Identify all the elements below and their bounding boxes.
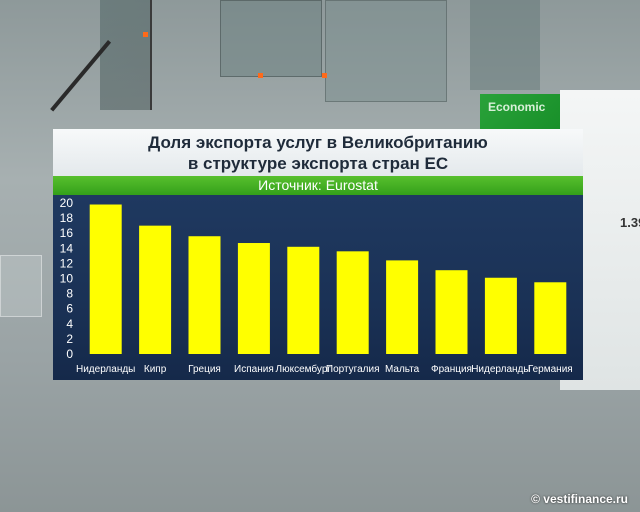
backdrop-light (258, 73, 263, 78)
y-tick-label: 8 (66, 287, 73, 301)
x-tick-label: Германия (528, 364, 573, 375)
backdrop-screen-number: 1.39 (620, 215, 640, 230)
backdrop-glass-panel (470, 0, 540, 90)
y-tick-label: 4 (66, 317, 73, 331)
chart-plot-area: 0 2 4 6 8 10 12 14 16 18 20 Нидерланды Кипр Греция Исп… (53, 195, 583, 380)
y-tick-label: 6 (66, 302, 73, 316)
bar (89, 204, 122, 354)
x-tick-label: Люксембург (276, 363, 332, 375)
y-tick-label: 20 (60, 196, 74, 210)
chart-panel: Доля экспорта услуг в Великобританию в с… (53, 129, 583, 380)
y-tick-label: 2 (66, 332, 73, 346)
bar (188, 236, 221, 354)
bar (484, 277, 517, 354)
backdrop-glass-panel (220, 0, 322, 77)
y-tick-label: 0 (66, 347, 73, 361)
x-tick-label: Нидерланды (471, 364, 530, 375)
chart-title: Доля экспорта услуг в Великобританию (148, 133, 488, 152)
x-tick-label: Португалия (326, 364, 380, 375)
x-tick-label: Кипр (144, 364, 167, 375)
x-tick-label: Франция (431, 364, 472, 375)
y-tick-label: 14 (60, 241, 74, 255)
backdrop-glass-panel (100, 0, 152, 110)
bar (237, 243, 270, 354)
y-tick-label: 12 (60, 256, 74, 270)
y-tick-label: 16 (60, 226, 74, 240)
backdrop-light (322, 73, 327, 78)
chart-subtitle: в структуре экспорта стран ЕС (187, 154, 449, 173)
x-tick-label: Греция (188, 364, 221, 375)
y-tick-label: 10 (60, 272, 74, 286)
y-tick-label: 18 (60, 211, 74, 225)
backdrop-light (143, 32, 148, 37)
bar (336, 251, 369, 354)
bar (139, 225, 172, 354)
backdrop-glass-panel (0, 255, 42, 317)
backdrop-sign-text: Economic (488, 100, 546, 114)
watermark: © vestifinance.ru (531, 492, 628, 506)
bar (435, 270, 468, 354)
chart-title-bar: Доля экспорта услуг в Великобританию в с… (53, 129, 583, 176)
x-tick-label: Нидерланды (76, 364, 135, 375)
bar (386, 260, 419, 354)
bar (287, 246, 320, 354)
backdrop-glass-panel (325, 0, 447, 102)
chart-source: Источник: Eurostat (53, 176, 583, 195)
x-tick-label: Испания (234, 364, 274, 375)
x-tick-label: Мальта (385, 364, 420, 375)
bar (534, 282, 567, 354)
